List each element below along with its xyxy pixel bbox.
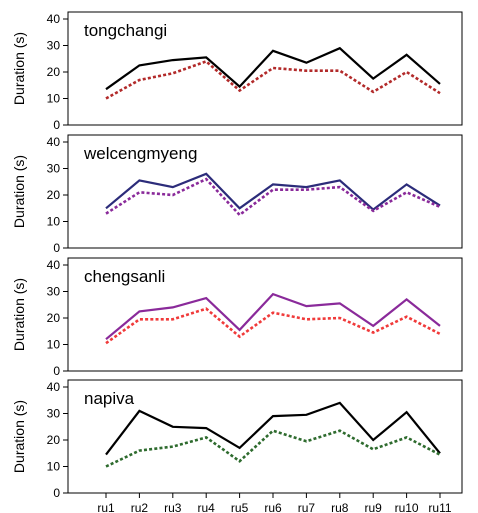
panel-0: 0 10 20 30 40 Duration (s) tongchangi: [11, 11, 463, 132]
y-tick-label: 30: [47, 285, 61, 299]
y-tick-label: 10: [47, 92, 61, 106]
panel-title: napiva: [84, 389, 135, 408]
dotted-series-line: [105, 307, 441, 345]
panel-frame: [67, 134, 463, 249]
y-tick-label: 40: [47, 380, 61, 394]
y-tick-label: 20: [47, 433, 61, 447]
x-tick-label: ru5: [231, 501, 249, 513]
y-tick-label: 0: [53, 241, 60, 255]
x-tick-label: ru4: [198, 501, 216, 513]
y-tick-label: 10: [47, 460, 61, 474]
y-tick-label: 40: [47, 135, 61, 149]
x-tick-label: ru7: [298, 501, 316, 513]
solid-series-line: [105, 172, 441, 212]
panel-frame: [67, 379, 463, 494]
panel-frame: [67, 257, 463, 372]
panel-1: 0 10 20 30 40 Duration (s) welcengmyeng: [11, 134, 463, 255]
x-tick-label: ru8: [331, 501, 349, 513]
panel-3: 0 10 20 30 40 Duration (s) napiva: [11, 379, 463, 500]
y-tick-label: 20: [47, 311, 61, 325]
y-tick-label: 10: [47, 338, 61, 352]
y-tick-label: 30: [47, 39, 61, 53]
x-tick-label: ru6: [264, 501, 282, 513]
panel-2: 0 10 20 30 40 Duration (s) chengsanli: [11, 257, 463, 378]
panel-frame: [67, 11, 463, 126]
x-tick-label: ru1: [97, 501, 115, 513]
x-tick-label: ru2: [131, 501, 149, 513]
y-tick-label: 0: [53, 364, 60, 378]
y-axis-label: Duration (s): [11, 32, 27, 105]
y-tick-label: 0: [53, 118, 60, 132]
y-tick-label: 30: [47, 407, 61, 421]
y-tick-label: 20: [47, 65, 61, 79]
y-axis-label: Duration (s): [11, 400, 27, 473]
x-tick-label: ru9: [365, 501, 383, 513]
solid-series-line: [105, 401, 441, 456]
solid-series-line: [105, 292, 441, 341]
solid-series-line: [105, 46, 441, 91]
y-tick-label: 40: [47, 12, 61, 26]
dotted-series-line: [105, 429, 441, 468]
panel-title: tongchangi: [84, 21, 167, 40]
x-tick-label: ru11: [428, 501, 451, 513]
y-tick-label: 40: [47, 258, 61, 272]
panel-title: welcengmyeng: [83, 144, 197, 163]
x-tick-label: ru3: [164, 501, 182, 513]
x-tick-label: ru10: [395, 501, 419, 513]
y-tick-label: 20: [47, 188, 61, 202]
y-tick-label: 10: [47, 215, 61, 229]
y-axis-label: Duration (s): [11, 155, 27, 228]
panel-title: chengsanli: [84, 267, 165, 286]
y-axis-label: Duration (s): [11, 278, 27, 351]
y-tick-label: 30: [47, 162, 61, 176]
y-tick-label: 0: [53, 486, 60, 500]
